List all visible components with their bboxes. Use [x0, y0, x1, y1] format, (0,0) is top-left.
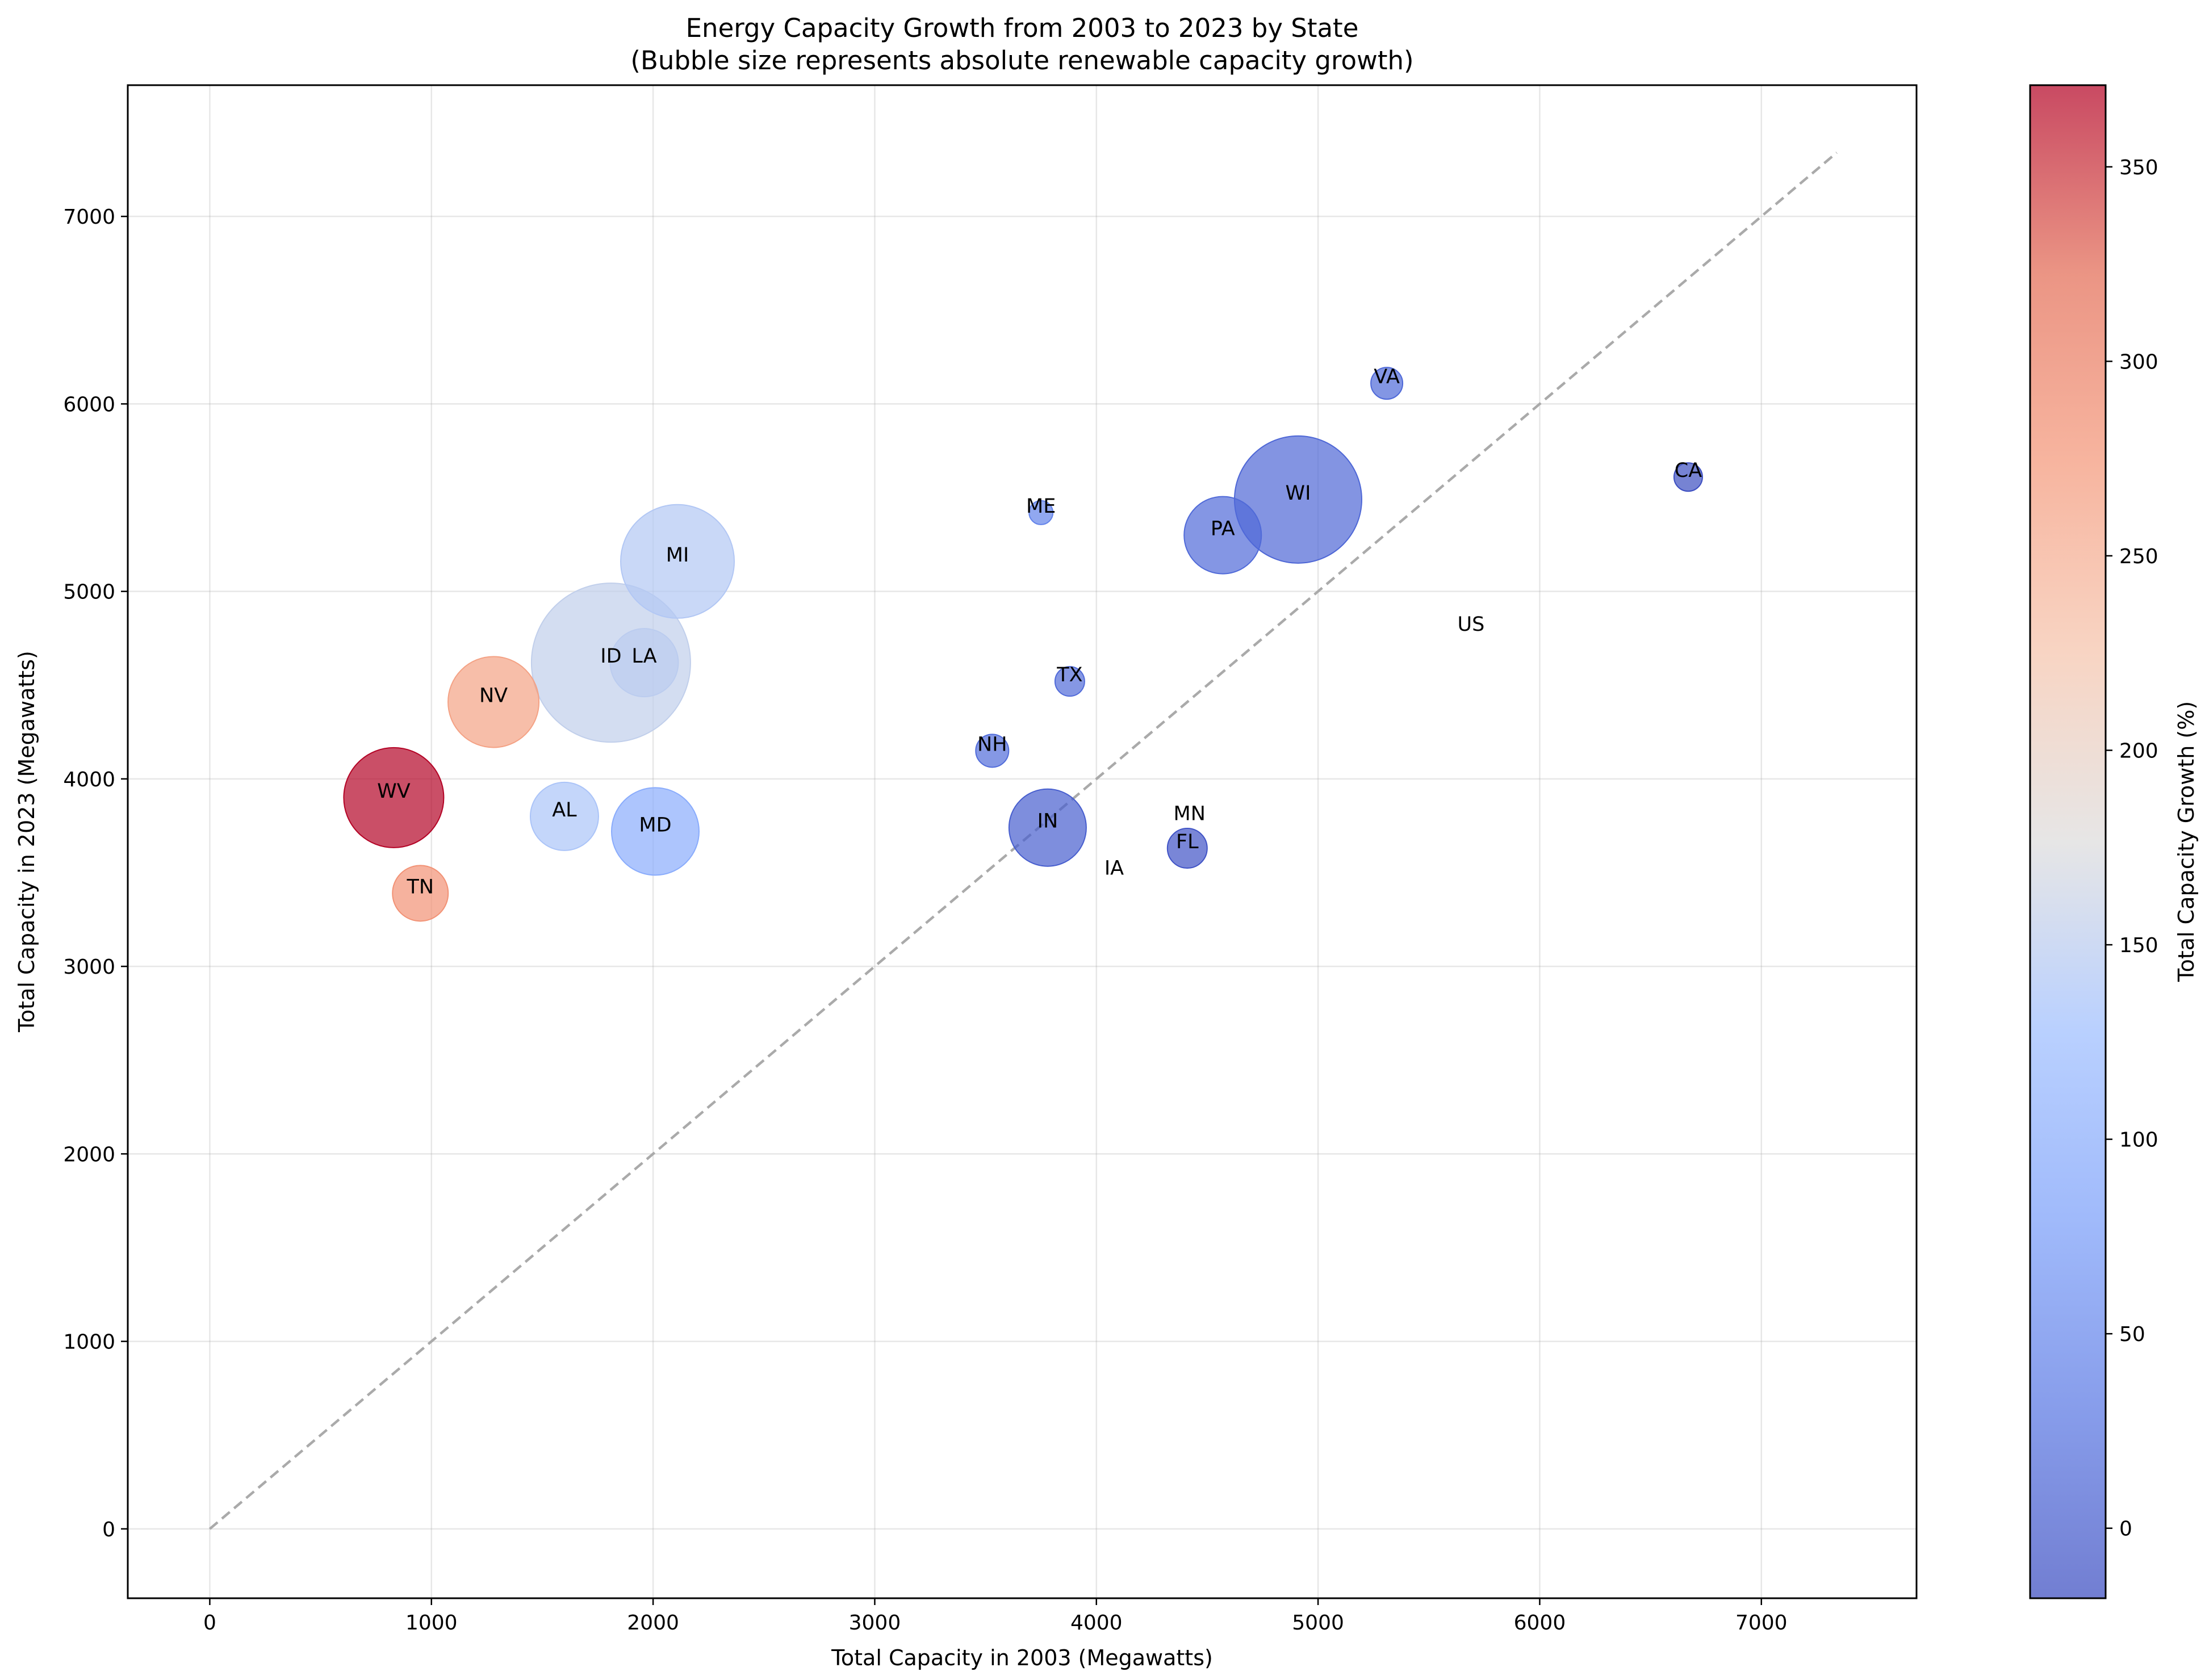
- point-label-ca: CA: [1675, 459, 1702, 482]
- chart-subtitle: (Bubble size represents absolute renewab…: [630, 45, 1413, 76]
- bubble-la: [609, 628, 679, 698]
- y-tick-label: 0: [102, 1518, 115, 1541]
- bubble-al: [529, 781, 599, 851]
- colorbar-tick-label: 350: [2119, 156, 2158, 179]
- x-tick-label: 4000: [1070, 1611, 1123, 1635]
- x-tick-label: 0: [203, 1611, 216, 1635]
- colorbar-tick-label: 50: [2119, 1323, 2145, 1346]
- bubble-nv: [447, 656, 540, 748]
- colorbar-ticks: 0 50 100 150 200 250 300 350: [2106, 156, 2158, 1541]
- bubbles: [343, 367, 1703, 922]
- plot-frame: [127, 84, 1918, 1599]
- point-label-fl: FL: [1176, 831, 1199, 853]
- bubble-mi: [620, 504, 735, 619]
- y-tick-label: 6000: [63, 393, 115, 416]
- bubble-va: [1370, 367, 1404, 400]
- y-tick-label: 7000: [63, 206, 115, 229]
- point-label-mi: MI: [666, 544, 689, 567]
- point-label-mn: MN: [1174, 803, 1206, 826]
- x-tick-label: 3000: [849, 1611, 901, 1635]
- point-label-nh: NH: [977, 733, 1007, 756]
- point-label-va: VA: [1374, 366, 1400, 388]
- bubble-tx: [1054, 666, 1085, 697]
- x-tick-label: 6000: [1514, 1611, 1566, 1635]
- point-label-md: MD: [639, 814, 671, 836]
- y-axis-label: Total Capacity in 2023 (Megawatts): [14, 651, 39, 1033]
- chart-title: Energy Capacity Growth from 2003 to 2023…: [686, 13, 1359, 43]
- point-label-ia: IA: [1104, 857, 1124, 879]
- y-tick-label: 1000: [63, 1331, 115, 1354]
- point-labels: VA CA WI PA ME MI ID LA NV TX US NH WV AL MD IN MN FL IA TN: [377, 366, 1702, 898]
- y-tick-label: 2000: [63, 1143, 115, 1166]
- y-tick-label: 4000: [63, 768, 115, 791]
- colorbar-tick-label: 150: [2119, 934, 2158, 957]
- x-tick-label: 7000: [1735, 1611, 1788, 1635]
- point-label-nv: NV: [479, 684, 508, 707]
- colorbar-tick-label: 200: [2119, 740, 2158, 763]
- y-axis-ticks: 0 1000 2000 3000 4000 5000 6000 7000: [63, 206, 128, 1541]
- bubble-pa: [1183, 496, 1262, 575]
- colorbar-tick-label: 300: [2119, 350, 2158, 374]
- point-label-wi: WI: [1285, 482, 1311, 505]
- x-axis-label: Total Capacity in 2003 (Megawatts): [831, 1645, 1213, 1670]
- bubble-me: [1028, 500, 1054, 525]
- x-tick-label: 5000: [1292, 1611, 1344, 1635]
- x-tick-label: 1000: [405, 1611, 458, 1635]
- x-axis-ticks: 0 1000 2000 3000 4000 5000 6000 7000: [203, 1598, 1788, 1635]
- colorbar-tick-label: 250: [2119, 545, 2158, 568]
- colorbar: [2029, 84, 2107, 1599]
- bubble-nh: [975, 734, 1010, 768]
- bubble-ca: [1673, 462, 1703, 492]
- point-label-tx: TX: [1056, 664, 1082, 686]
- point-label-id: ID: [600, 645, 621, 668]
- bubble-wv: [343, 747, 445, 848]
- bubble-tn: [392, 865, 449, 922]
- point-label-us: US: [1458, 613, 1485, 636]
- point-label-wv: WV: [377, 780, 411, 803]
- bubble-md: [610, 787, 700, 876]
- point-label-al: AL: [552, 799, 577, 822]
- y-tick-label: 5000: [63, 581, 115, 604]
- bubble-in: [1008, 788, 1087, 867]
- y-tick-label: 3000: [63, 956, 115, 979]
- point-label-in: IN: [1037, 810, 1058, 833]
- point-label-me: ME: [1026, 495, 1056, 518]
- colorbar-tick-label: 0: [2119, 1518, 2132, 1541]
- point-label-tn: TN: [406, 875, 434, 898]
- grid-lines: [128, 85, 1917, 1598]
- x-tick-label: 2000: [627, 1611, 679, 1635]
- colorbar-label: Total Capacity Growth (%): [2174, 701, 2199, 982]
- point-label-pa: PA: [1211, 518, 1235, 541]
- point-label-la: LA: [631, 645, 656, 668]
- colorbar-tick-label: 100: [2119, 1129, 2158, 1152]
- bubble-fl: [1166, 828, 1208, 869]
